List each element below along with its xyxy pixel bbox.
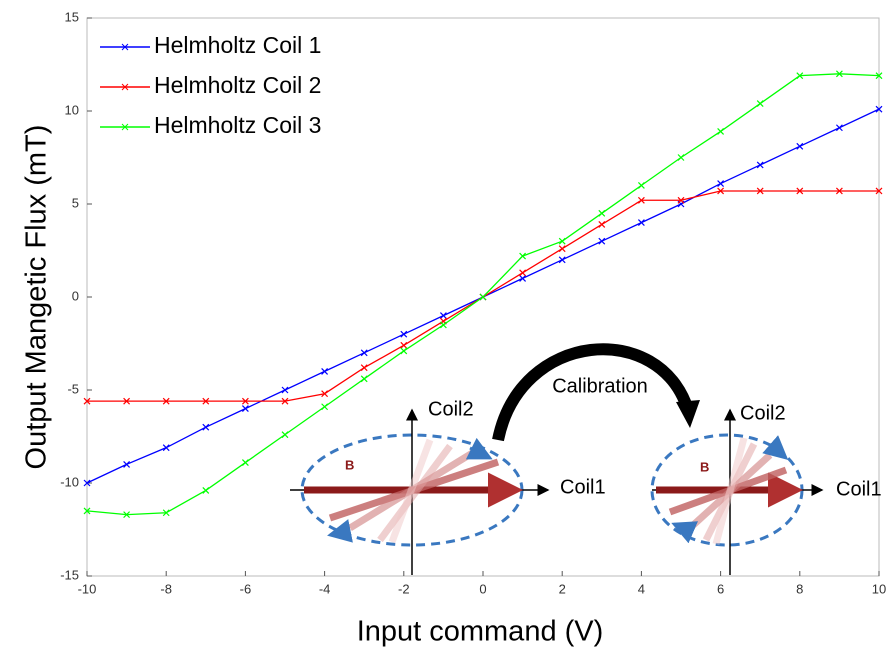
annotation: Coil2	[428, 398, 474, 420]
point-marker	[281, 431, 289, 439]
point-marker	[241, 397, 249, 405]
x-tick-label: -6	[240, 581, 252, 596]
point-marker	[637, 181, 645, 189]
point-marker	[717, 128, 725, 135]
x-tick-label: -10	[78, 581, 97, 596]
point-marker	[202, 487, 210, 494]
y-tick-label: -10	[60, 474, 79, 489]
point-marker	[281, 397, 289, 405]
x-tick-label: 10	[872, 581, 886, 596]
point-marker	[162, 444, 170, 452]
point-marker	[598, 237, 606, 245]
legend-marker	[121, 43, 129, 51]
point-marker	[835, 70, 843, 78]
calibration-diagram: Calibration Coil2 Coil1 B Coil2 Coil1	[290, 343, 882, 575]
point-marker	[321, 403, 329, 411]
point-marker	[321, 390, 329, 398]
point-marker	[400, 347, 408, 355]
x-tick-label: 0	[479, 581, 486, 596]
calibration-arrowhead	[676, 400, 700, 428]
point-marker	[796, 187, 804, 195]
legend-label: Helmholtz Coil 1	[154, 32, 321, 58]
point-marker	[83, 507, 91, 515]
legend-marker	[121, 83, 129, 91]
point-marker	[321, 367, 329, 375]
x-axis-label: Input command (V)	[357, 616, 604, 648]
y-tick-label: 0	[72, 288, 79, 303]
annotation: Coil2	[740, 402, 786, 424]
point-marker	[360, 349, 368, 357]
point-marker	[162, 509, 170, 517]
point-marker	[202, 423, 210, 431]
point-marker	[717, 180, 725, 187]
point-marker	[519, 252, 527, 260]
point-marker	[558, 256, 566, 264]
y-axis-label: Output Mangetic Flux (mT)	[21, 125, 53, 470]
x-tick-label: 2	[559, 581, 566, 596]
annotation: Calibration	[552, 375, 648, 397]
annotation: Coil1	[560, 476, 606, 498]
annotation: B	[700, 459, 709, 474]
point-marker	[756, 161, 764, 169]
annotation: B	[345, 457, 354, 472]
point-marker	[677, 154, 685, 161]
point-marker	[717, 187, 725, 195]
point-marker	[479, 293, 487, 301]
point-marker	[598, 209, 606, 217]
point-marker	[519, 274, 527, 282]
point-marker	[519, 269, 527, 277]
point-marker	[360, 375, 368, 383]
point-marker	[360, 364, 368, 372]
point-marker	[558, 245, 566, 253]
point-marker	[439, 312, 447, 320]
x-tick-label: 8	[796, 581, 803, 596]
point-marker	[756, 187, 764, 195]
legend-marker	[121, 123, 129, 131]
point-marker	[83, 479, 91, 487]
point-marker	[123, 511, 131, 519]
x-tick-label: -4	[319, 581, 331, 596]
point-marker	[637, 219, 645, 227]
y-tick-label: 5	[72, 195, 79, 210]
point-marker	[598, 221, 606, 228]
point-marker	[281, 386, 289, 394]
point-marker	[439, 321, 447, 329]
point-marker	[241, 459, 249, 466]
y-tick-label: 10	[65, 102, 79, 117]
point-marker	[756, 100, 764, 107]
point-marker	[202, 397, 210, 405]
point-marker	[796, 72, 804, 80]
point-marker	[162, 397, 170, 405]
point-marker	[558, 237, 566, 245]
calibration-arrow	[492, 343, 694, 442]
legend-label: Helmholtz Coil 3	[154, 112, 321, 138]
point-marker	[796, 142, 804, 150]
annotation: Coil1	[836, 478, 882, 500]
point-marker	[400, 341, 408, 349]
point-marker	[637, 196, 645, 204]
point-marker	[123, 397, 131, 405]
point-marker	[875, 105, 883, 113]
x-tick-label: -2	[398, 581, 410, 596]
point-marker	[83, 397, 91, 405]
x-tick-label: 4	[638, 581, 645, 596]
point-marker	[835, 124, 843, 132]
field-vectors	[304, 438, 523, 544]
point-marker	[875, 72, 883, 80]
field-vectors	[656, 437, 803, 545]
point-marker	[400, 330, 408, 338]
point-marker	[875, 187, 883, 195]
point-marker	[241, 405, 249, 413]
y-tick-label: 15	[65, 9, 79, 24]
legend-label: Helmholtz Coil 2	[154, 72, 321, 98]
y-tick-label: -5	[67, 381, 79, 396]
point-marker	[835, 187, 843, 195]
point-marker	[677, 196, 685, 204]
y-tick-label: -15	[60, 567, 79, 582]
x-tick-label: -8	[160, 581, 172, 596]
point-marker	[123, 460, 131, 468]
x-tick-label: 6	[717, 581, 724, 596]
